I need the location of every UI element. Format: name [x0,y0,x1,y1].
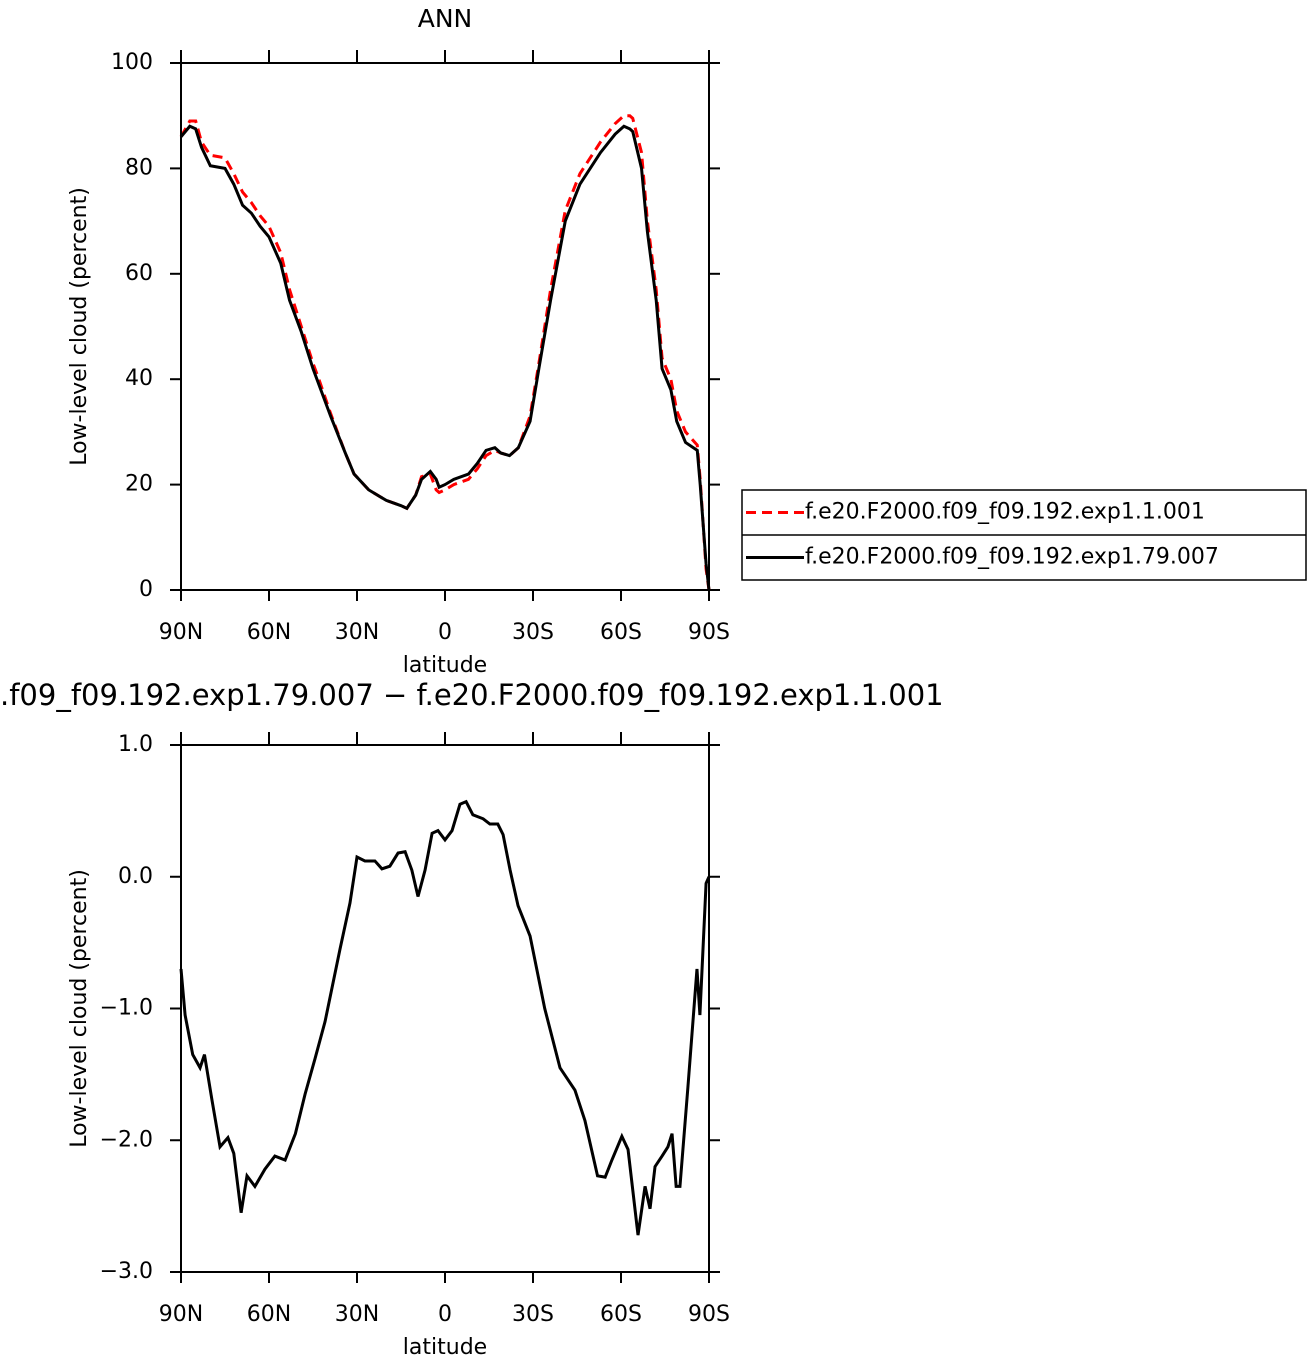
y-tick-label: −3.0 [100,1259,153,1284]
plot-frame [180,744,710,1273]
y-tick-label: 80 [125,155,153,180]
legend-label: f.e20.F2000.f09_f09.192.exp1.1.001 [805,500,1205,525]
y-tick-label: 1.0 [118,732,153,757]
y-tick-label: 20 [125,472,153,497]
x-tick-label: 0 [438,1302,452,1327]
y-tick-label: 100 [111,50,153,75]
x-tick-label: 90N [159,620,203,645]
x-tick-label: 90S [688,620,730,645]
y-axis-label: Low-level cloud (percent) [67,869,92,1148]
x-tick-label: 30N [335,1302,379,1327]
x-tick-label: 60S [600,1302,642,1327]
x-axis-label: latitude [403,653,487,678]
x-tick-label: 30S [512,620,554,645]
y-tick-label: 0.0 [118,864,153,889]
legend-label: f.e20.F2000.f09_f09.192.exp1.79.007 [805,545,1219,570]
x-tick-label: 60S [600,620,642,645]
y-tick-label: 40 [125,366,153,391]
plot-frame [180,62,710,591]
x-tick-label: 30N [335,620,379,645]
x-tick-label: 60N [247,1302,291,1327]
x-tick-label: 30S [512,1302,554,1327]
y-axis-label: Low-level cloud (percent) [67,187,92,466]
x-tick-label: 60N [247,620,291,645]
x-tick-label: 90N [159,1302,203,1327]
data-line [179,124,711,591]
x-tick-label: 0 [438,620,452,645]
chart-title: .f09_f09.192.exp1.79.007 − f.e20.F2000.f… [0,678,944,712]
y-tick-label: 60 [125,261,153,286]
chart-title: ANN [418,4,473,33]
y-tick-label: 0 [139,577,153,602]
y-tick-label: −2.0 [100,1127,153,1152]
y-tick-label: −1.0 [100,996,153,1021]
data-line [179,799,711,1236]
data-line [179,114,711,591]
x-tick-label: 90S [688,1302,730,1327]
x-axis-label: latitude [403,1335,487,1360]
